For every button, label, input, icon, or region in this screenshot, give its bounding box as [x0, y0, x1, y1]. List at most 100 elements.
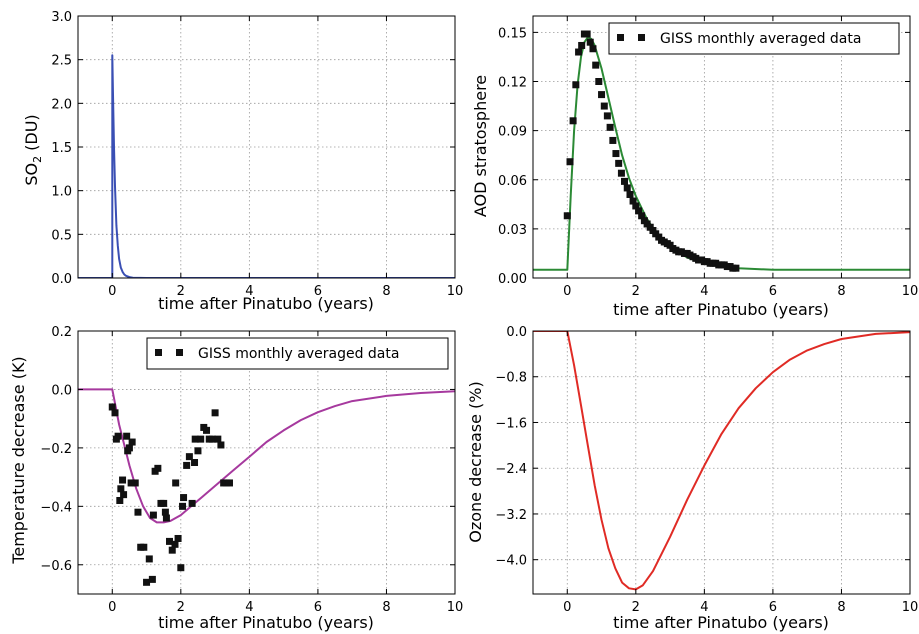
temp-data-point — [208, 435, 216, 443]
so2-xtick-label: 6 — [314, 284, 322, 299]
so2-series-group — [78, 54, 455, 278]
aod-xtick-label: 8 — [837, 284, 845, 299]
temp-data-point — [123, 432, 131, 440]
panel-so2: 0 2 4 6 8 10 0.0 0.5 1.0 1.5 2.0 2.5 3.0 time after … — [22, 10, 463, 313]
temp-data-point — [131, 479, 139, 487]
temp-ytick-label: −0.2 — [40, 442, 72, 457]
so2-xtick-label: 2 — [177, 284, 185, 299]
so2-ylabel-suffix: (DU) — [22, 114, 41, 156]
aod-series-line-0 — [533, 36, 910, 271]
aod-ytick-label: 0.06 — [498, 174, 527, 189]
ozone-xtick-label: 0 — [563, 600, 571, 615]
temp-data-point — [183, 461, 191, 469]
ozone-xtick-label: 8 — [837, 600, 845, 615]
aod-data-point — [629, 197, 637, 205]
so2-xtick-label: 4 — [245, 284, 253, 299]
aod-data-point — [609, 136, 617, 144]
temp-xtick-label: 4 — [245, 600, 253, 615]
aod-legend-marker-2 — [638, 34, 645, 41]
aod-data-point — [566, 158, 574, 166]
ozone-axes-frame — [532, 330, 911, 595]
temp-data-point — [149, 511, 157, 519]
temp-plot-root: 0 2 4 6 8 10 −0.6 −0.4 −0.2 0.0 0.2 — [40, 325, 463, 615]
ozone-ytick-label: −2.4 — [495, 462, 527, 477]
temp-ytick-label: 0.0 — [51, 383, 72, 398]
temp-data-point — [119, 476, 127, 484]
temp-axes-frame — [77, 330, 456, 595]
aod-ytick-label: 0.00 — [498, 272, 527, 287]
so2-ylabel: SO2 (DU) — [22, 114, 44, 185]
aod-legend-box — [608, 22, 900, 55]
aod-data-point — [589, 45, 597, 53]
temp-data-point — [112, 435, 120, 443]
temp-data-point — [116, 496, 124, 504]
temp-ytick-label: −0.6 — [40, 559, 72, 574]
temp-data-point — [154, 464, 162, 472]
so2-xtick-label: 8 — [382, 284, 390, 299]
aod-plot-root: 0 2 4 6 8 10 0.00 0.03 0.06 0.09 0.12 0.15 — [498, 15, 918, 299]
so2-ytick-label: 3.0 — [51, 10, 72, 25]
aod-data-point — [592, 61, 600, 69]
aod-data-point — [586, 38, 594, 46]
temp-data-point — [160, 499, 168, 507]
ozone-xtick-label: 6 — [769, 600, 777, 615]
temp-data-point — [214, 435, 222, 443]
aod-legend-marker-1 — [617, 34, 624, 41]
ozone-xtick-label: 4 — [700, 600, 708, 615]
temp-ylabel: Temperature decrease (K) — [9, 356, 28, 564]
ozone-xlabel: time after Pinatubo (years) — [613, 613, 829, 632]
aod-legend-label: GISS monthly averaged data — [660, 31, 861, 47]
aod-ytick-label: 0.12 — [498, 76, 527, 91]
temp-data-point — [197, 435, 205, 443]
so2-xtick-label: 10 — [447, 284, 464, 299]
temp-xlabel: time after Pinatubo (years) — [158, 613, 374, 632]
aod-data-point — [606, 123, 614, 131]
so2-xlabel: time after Pinatubo (years) — [158, 294, 374, 313]
temp-xtick-label: 6 — [314, 600, 322, 615]
so2-ylabel-prefix: SO — [22, 163, 41, 186]
aod-series-group — [533, 30, 910, 272]
aod-ytick-label: 0.15 — [498, 26, 527, 41]
temp-xtick-label: 10 — [447, 600, 464, 615]
aod-data-point — [732, 264, 740, 272]
temp-data-point — [108, 403, 116, 411]
so2-plot-root: 0 2 4 6 8 10 0.0 0.5 1.0 1.5 2.0 2.5 3.0 — [51, 10, 463, 299]
ozone-ytick-label: −4.0 — [495, 554, 527, 569]
aod-axes-frame — [532, 15, 911, 279]
aod-ytick-label: 0.03 — [498, 223, 527, 238]
temp-legend-marker-2 — [176, 349, 183, 356]
ozone-ytick-label: −1.6 — [495, 416, 527, 431]
aod-data-point — [603, 112, 611, 120]
temp-ytick-label: −0.4 — [40, 500, 72, 515]
temp-data-point — [168, 546, 176, 554]
ozone-plot-root: 0 2 4 6 8 10 −4.0 −3.2 −2.4 −1.6 −0.8 0.0 — [495, 325, 918, 615]
temp-data-point — [134, 508, 142, 516]
temp-data-point — [191, 435, 199, 443]
aod-data-point — [623, 184, 631, 192]
ozone-xtick-label: 10 — [902, 600, 919, 615]
aod-data-point — [572, 81, 580, 89]
temp-data-point — [148, 575, 156, 583]
temp-data-point — [143, 578, 151, 586]
temp-data-point — [120, 491, 128, 499]
aod-data-point — [635, 207, 643, 215]
temp-data-point — [128, 438, 136, 446]
temp-data-point — [180, 494, 188, 502]
temp-data-point — [185, 453, 193, 461]
temp-ytick-label: 0.2 — [51, 325, 72, 340]
aod-data-point — [569, 117, 577, 125]
aod-data-point — [583, 30, 591, 38]
aod-data-point — [595, 78, 603, 85]
temp-data-point — [217, 441, 225, 449]
so2-ylabel-sub: 2 — [31, 156, 44, 163]
temp-xtick-label: 2 — [177, 600, 185, 615]
temp-data-point — [225, 479, 233, 487]
temp-data-point — [162, 514, 170, 522]
aod-data-point — [612, 150, 620, 158]
temp-legend-marker-1 — [155, 349, 162, 356]
aod-data-point — [621, 177, 629, 185]
aod-data-point — [578, 41, 586, 49]
aod-data-point — [632, 202, 640, 210]
so2-ytick-label: 1.5 — [51, 141, 72, 156]
temp-data-point — [179, 502, 187, 510]
